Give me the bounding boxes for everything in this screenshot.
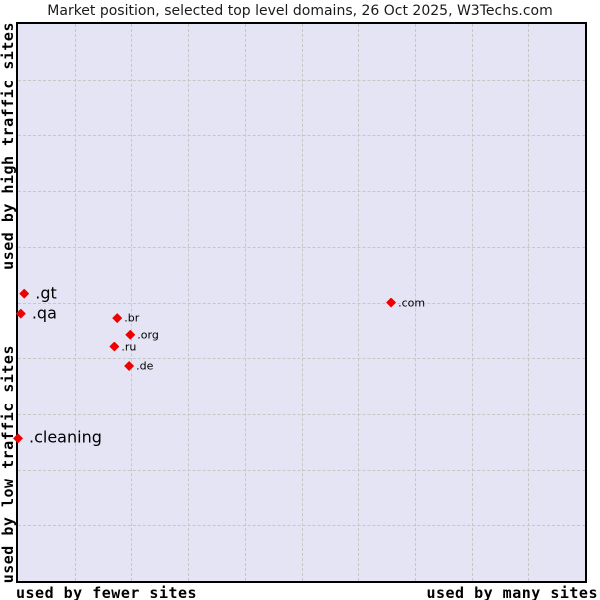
gridline-horizontal — [18, 302, 585, 304]
chart-title: Market position, selected top level doma… — [47, 3, 553, 19]
gridline-horizontal — [18, 358, 585, 360]
gridline-horizontal — [18, 79, 585, 81]
diamond-marker-icon — [112, 313, 123, 324]
x-axis-labels: used by fewer sites used by many sites — [16, 584, 598, 600]
point-label: .com — [398, 295, 426, 309]
point-label: .qa — [31, 303, 57, 323]
gridline-horizontal — [18, 413, 585, 415]
diamond-marker-icon — [386, 297, 397, 308]
point-label: .gt — [35, 283, 57, 303]
gridline-horizontal — [18, 135, 585, 137]
point-label: .br — [124, 311, 140, 325]
diamond-marker-icon — [19, 288, 30, 299]
gridline-horizontal — [18, 525, 585, 527]
gridline-horizontal — [18, 191, 585, 193]
y-axis-label-high-traffic: used by high traffic sites — [0, 22, 17, 270]
gridline-horizontal — [18, 469, 585, 471]
y-axis-label-low-traffic: used by low traffic sites — [0, 344, 17, 583]
point-label: .org — [137, 328, 159, 342]
plot-area: .gt .com .qa .br .org .ru .de .cleaning — [13, 22, 587, 583]
diamond-marker-icon — [124, 360, 135, 371]
diamond-marker-icon — [125, 329, 136, 340]
point-label: .cleaning — [29, 428, 102, 448]
diamond-marker-icon — [13, 433, 23, 444]
diamond-marker-icon — [15, 308, 26, 319]
x-axis-label-fewer-sites: used by fewer sites — [16, 584, 198, 600]
diamond-marker-icon — [109, 341, 120, 352]
point-label: .de — [136, 359, 154, 373]
gridline-horizontal — [18, 246, 585, 248]
y-axis-labels: used by high traffic sites used by low t… — [0, 22, 17, 583]
x-axis-label-many-sites: used by many sites — [426, 584, 598, 600]
point-label: .ru — [121, 339, 137, 353]
